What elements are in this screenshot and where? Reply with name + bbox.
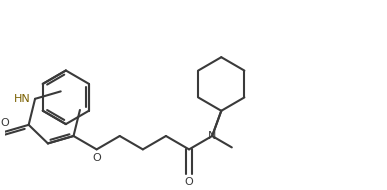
Text: O: O bbox=[0, 118, 9, 128]
Text: N: N bbox=[208, 131, 216, 141]
Text: HN: HN bbox=[14, 94, 31, 104]
Text: O: O bbox=[185, 177, 194, 188]
Text: O: O bbox=[92, 153, 101, 163]
